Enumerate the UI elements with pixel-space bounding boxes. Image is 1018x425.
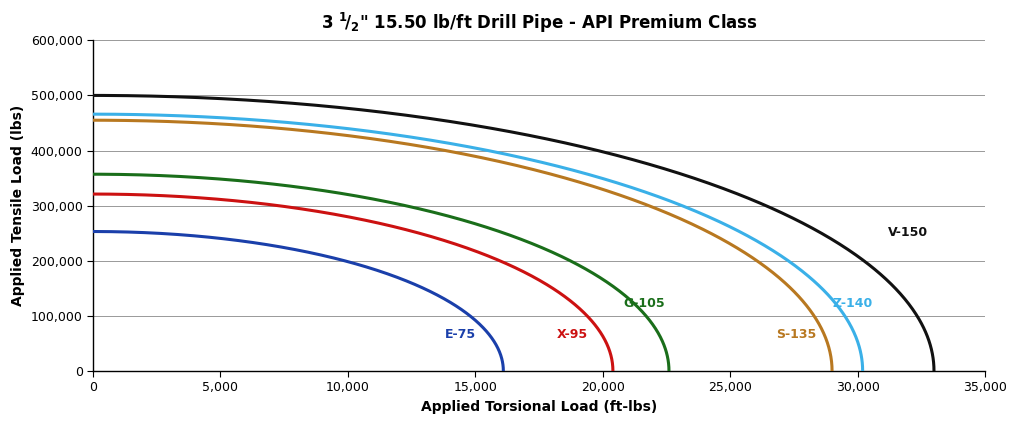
X-axis label: Applied Torsional Load (ft-lbs): Applied Torsional Load (ft-lbs) (420, 400, 658, 414)
Title: 3 $\mathregular{^{1}\!/_{2}}$" 15.50 lb/ft Drill Pipe - API Premium Class: 3 $\mathregular{^{1}\!/_{2}}$" 15.50 lb/… (321, 11, 757, 35)
Text: G-105: G-105 (623, 298, 665, 310)
Text: E-75: E-75 (445, 328, 475, 340)
Text: X-95: X-95 (557, 328, 588, 340)
Text: Z-140: Z-140 (832, 298, 872, 310)
Text: S-135: S-135 (776, 328, 816, 340)
Y-axis label: Applied Tensile Load (lbs): Applied Tensile Load (lbs) (11, 105, 25, 306)
Text: V-150: V-150 (888, 226, 928, 239)
